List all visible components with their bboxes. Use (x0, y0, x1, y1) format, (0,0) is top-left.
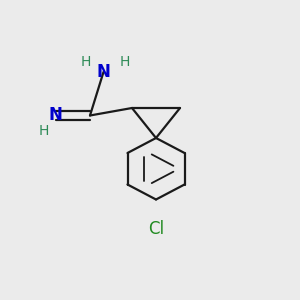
Text: H: H (80, 55, 91, 68)
Text: N: N (49, 106, 62, 124)
Text: H: H (38, 124, 49, 137)
Text: N: N (97, 63, 110, 81)
Text: Cl: Cl (148, 220, 164, 238)
Text: H: H (119, 55, 130, 68)
